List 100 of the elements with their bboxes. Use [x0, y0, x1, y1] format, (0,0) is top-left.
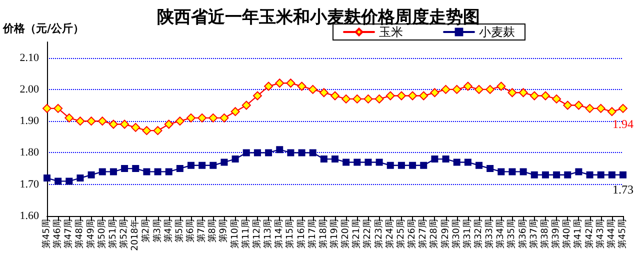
point — [76, 174, 84, 182]
point — [352, 94, 362, 104]
x-tick-label: 第37周 — [528, 219, 540, 248]
point — [386, 91, 395, 100]
point — [498, 168, 505, 176]
x-tick-label: 第51周 — [107, 219, 118, 248]
point — [540, 91, 550, 100]
x-tick-label: 第9周 — [218, 219, 230, 243]
point — [108, 120, 118, 129]
point — [409, 162, 416, 169]
point — [208, 113, 218, 122]
y-tick-label: 1.70 — [20, 178, 40, 190]
x-tick-label: 第5周 — [174, 219, 185, 243]
point — [585, 104, 594, 113]
point — [252, 91, 262, 100]
point — [176, 165, 184, 172]
point — [232, 156, 239, 163]
point — [120, 120, 130, 129]
point — [143, 168, 150, 176]
point — [463, 82, 472, 91]
point — [354, 158, 361, 166]
point — [441, 84, 450, 94]
point — [420, 162, 428, 169]
point — [508, 88, 517, 98]
point — [64, 113, 74, 122]
x-tick-label: 第26周 — [406, 219, 418, 248]
point — [552, 94, 562, 104]
x-tick-label: 第52周 — [118, 219, 130, 248]
point — [154, 168, 162, 176]
point — [474, 84, 484, 94]
point — [110, 168, 117, 176]
point — [364, 94, 373, 104]
point — [286, 78, 296, 88]
x-tick-label: 第7周 — [196, 219, 208, 243]
x-tick-label: 第14周 — [274, 219, 285, 248]
x-tick-label: 第21周 — [351, 219, 362, 248]
point — [431, 156, 438, 163]
point — [276, 146, 284, 154]
point — [620, 171, 626, 178]
x-tick-label: 第42周 — [584, 219, 595, 248]
x-tick-label: 第17周 — [306, 219, 318, 248]
point — [319, 88, 328, 98]
point — [607, 107, 616, 116]
point — [132, 165, 140, 172]
point — [287, 149, 294, 156]
x-tick-label: 第39周 — [550, 219, 562, 248]
point — [54, 178, 62, 185]
y-tick-label: 1.60 — [20, 210, 40, 222]
x-tick-label: 第20周 — [340, 219, 352, 248]
point — [542, 171, 549, 178]
point — [486, 84, 495, 94]
point — [553, 171, 560, 178]
point — [374, 94, 384, 104]
point — [453, 158, 460, 166]
x-tick-label: 第24周 — [384, 219, 396, 248]
x-tick-label: 第16周 — [296, 219, 307, 248]
x-tick-label: 第36周 — [517, 219, 528, 248]
x-tick-label: 第13周 — [262, 219, 274, 248]
point — [98, 168, 106, 176]
x-tick-label: 第33周 — [484, 219, 496, 248]
point — [575, 168, 582, 176]
point — [442, 156, 450, 163]
point — [419, 91, 428, 100]
x-tick-label: 第11周 — [240, 219, 252, 248]
x-tick-label: 第19周 — [329, 219, 340, 248]
point — [332, 156, 338, 163]
x-tick-label: 第10周 — [229, 219, 240, 248]
x-tick-label: 第15周 — [284, 219, 296, 248]
point — [198, 162, 206, 169]
point — [430, 88, 440, 98]
x-tick-label: 第29周 — [440, 219, 451, 248]
x-tick-label: 第48周 — [74, 219, 86, 248]
point — [398, 162, 405, 169]
x-tick-label: 第35周 — [506, 219, 518, 248]
point — [198, 113, 207, 122]
point — [265, 149, 272, 156]
x-tick-label: 第40周 — [562, 219, 573, 248]
point — [508, 168, 516, 176]
point — [153, 126, 162, 136]
point — [42, 104, 52, 113]
x-tick-label: 第4周 — [162, 219, 174, 243]
point — [76, 116, 85, 126]
point — [330, 91, 340, 100]
x-tick-label: 第3周 — [152, 219, 163, 243]
point — [408, 91, 418, 100]
y-axis-title: 价格（元/公斤） — [2, 22, 84, 35]
point — [308, 84, 318, 94]
point — [98, 116, 107, 126]
point — [342, 158, 350, 166]
point — [608, 171, 616, 178]
x-tick-label: 第47周 — [63, 219, 74, 248]
point — [396, 91, 406, 100]
point — [597, 171, 604, 178]
point — [309, 149, 316, 156]
point — [364, 158, 372, 166]
point — [496, 82, 506, 91]
point — [165, 168, 172, 176]
point — [320, 156, 328, 163]
x-tick-label: 第12周 — [251, 219, 262, 248]
y-tick-label: 1.80 — [20, 146, 40, 159]
